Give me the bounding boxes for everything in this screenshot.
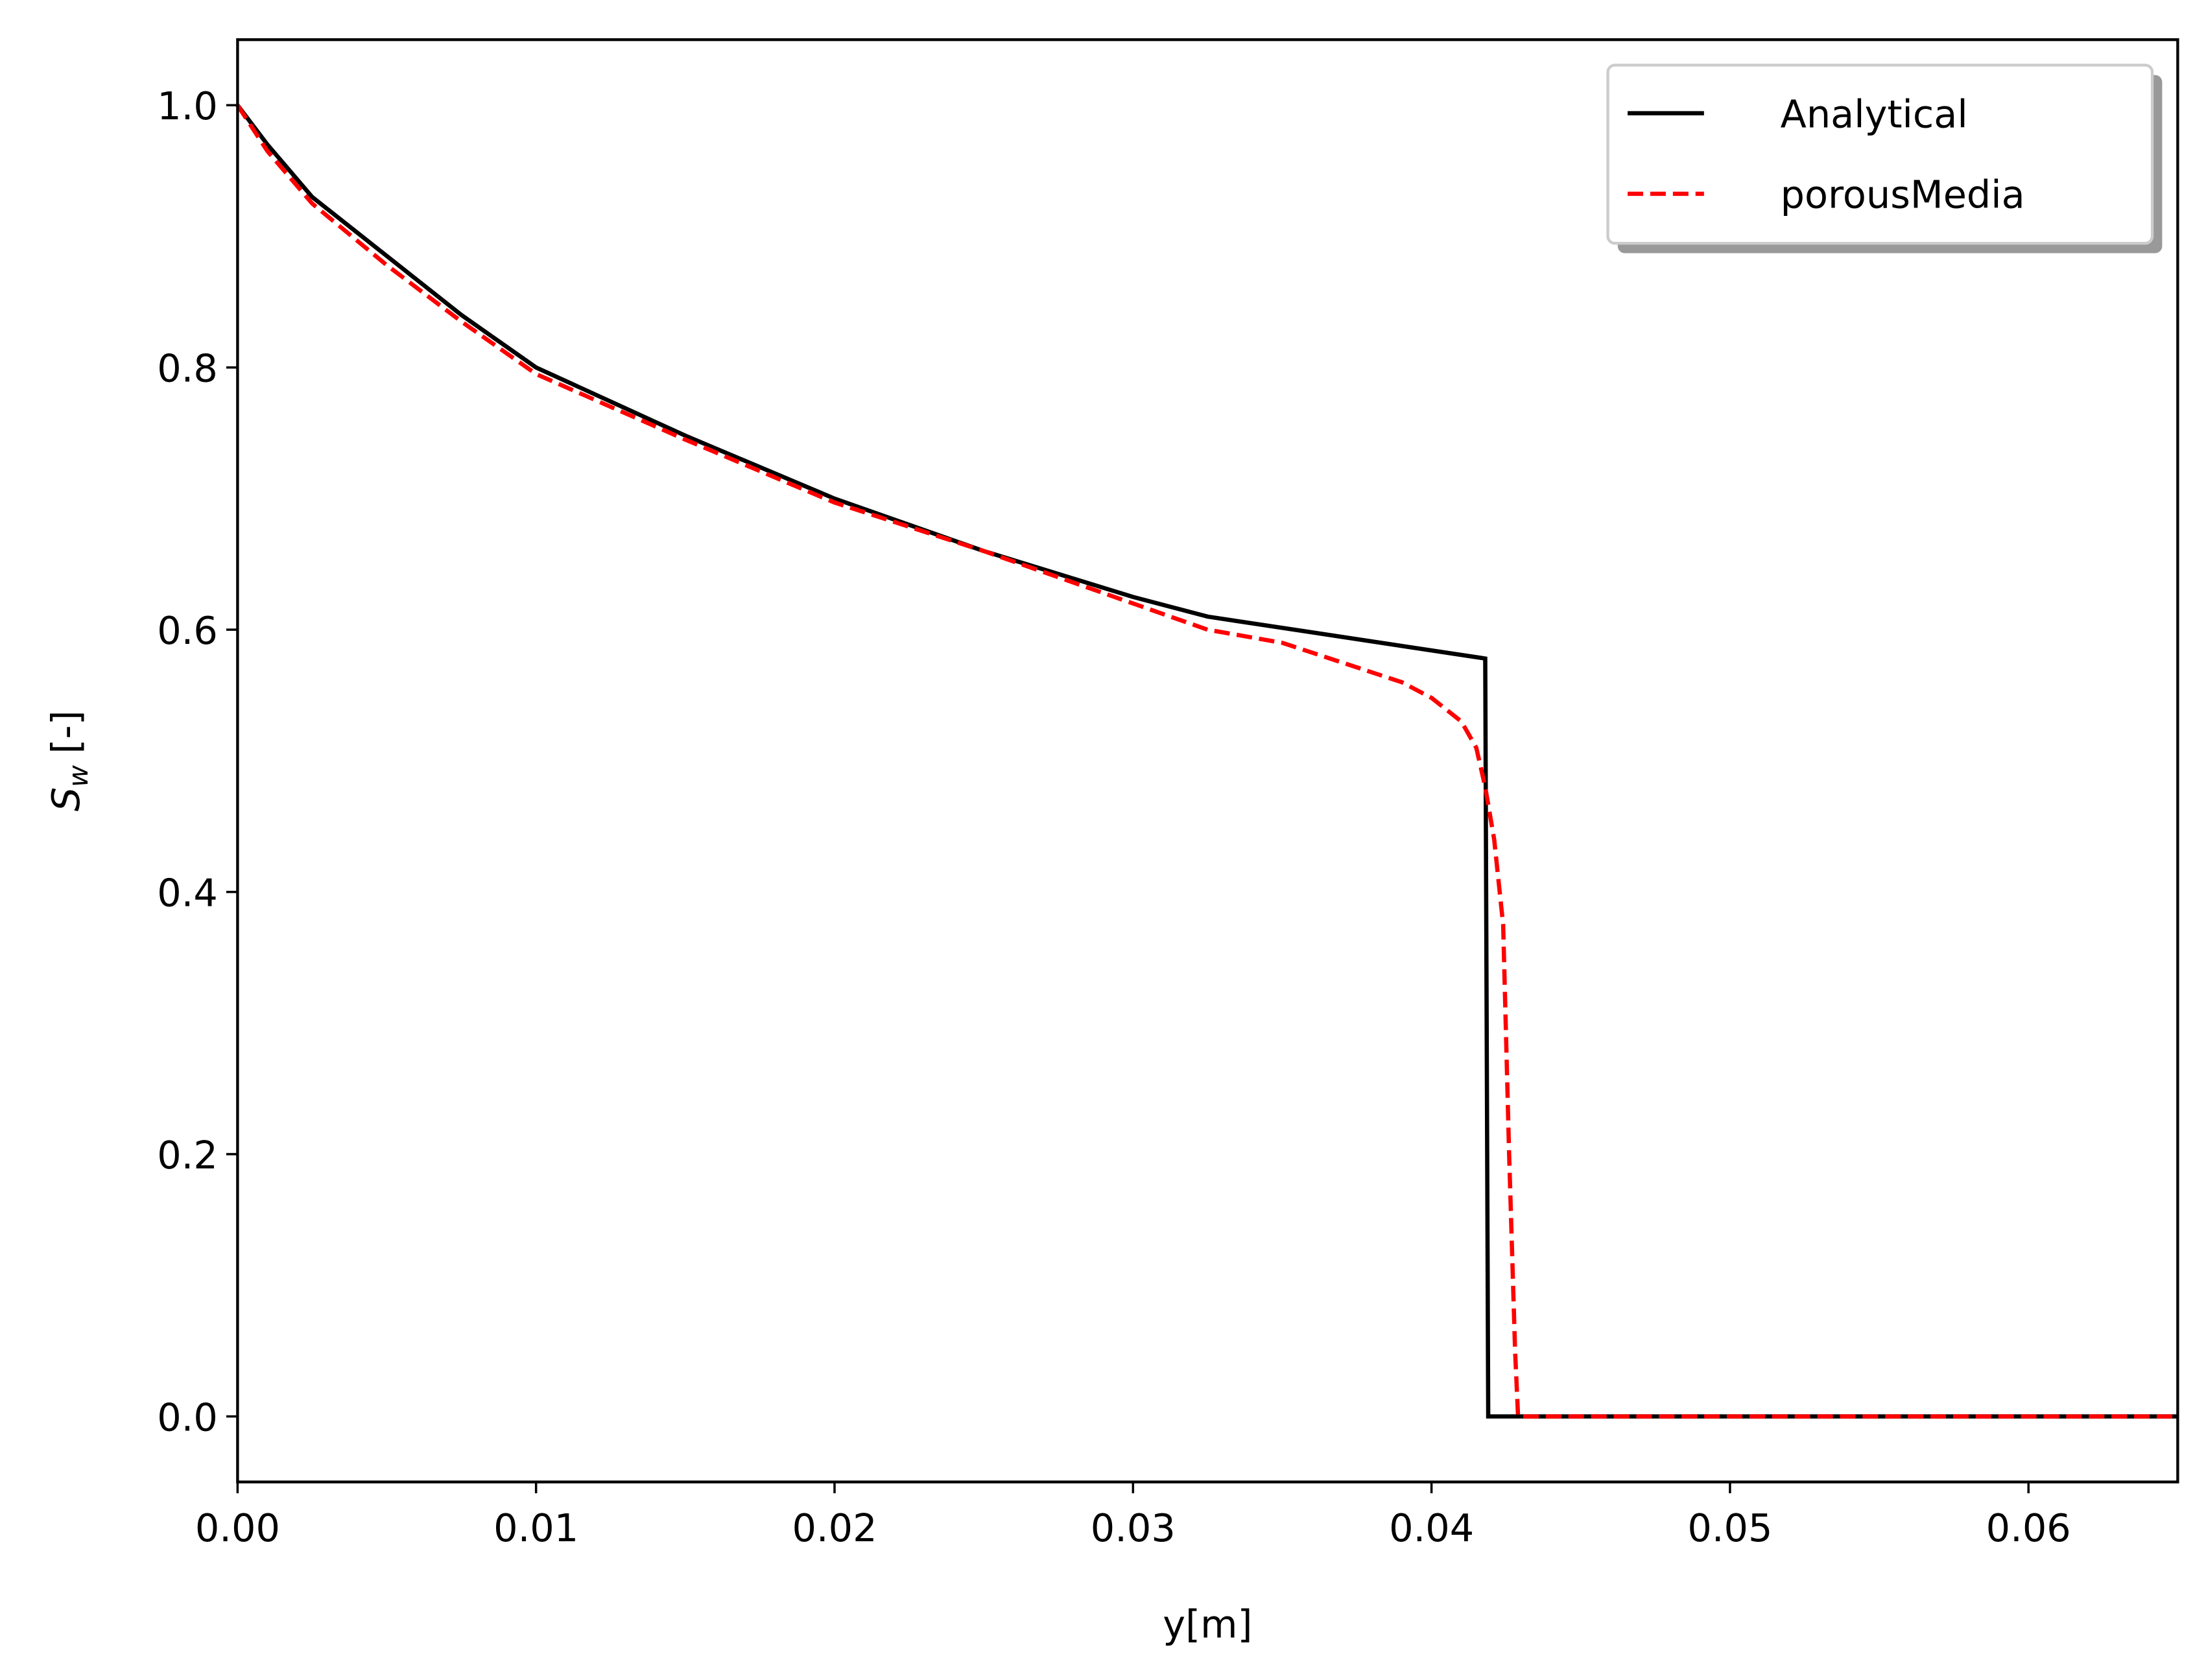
- y-tick-label: 0.8: [157, 346, 218, 391]
- series-line: [235, 104, 2178, 1419]
- x-tick-label: 0.02: [792, 1506, 877, 1550]
- x-tick-label: 0.00: [195, 1506, 280, 1550]
- x-tick-label: 0.04: [1389, 1506, 1474, 1550]
- y-tick-label: 0.0: [157, 1395, 218, 1439]
- x-axis-label: y[m]: [1163, 1602, 1252, 1646]
- x-tick-label: 0.05: [1687, 1506, 1772, 1550]
- y-label-symbol: S: [43, 787, 88, 811]
- x-tick-label: 0.01: [493, 1506, 578, 1550]
- series-line: [235, 104, 2178, 1419]
- legend-box: [1606, 64, 2154, 245]
- y-axis-label: Sw [-]: [43, 710, 94, 811]
- legend-label: Analytical: [1781, 91, 1968, 136]
- x-tick-label: 0.06: [1986, 1506, 2071, 1550]
- legend: Analytical porousMedia: [1606, 64, 2163, 254]
- y-tick-label: 1.0: [157, 84, 218, 128]
- y-tick-label: 0.6: [157, 608, 218, 653]
- y-tick-label: 0.4: [157, 870, 218, 915]
- axes-frame: [236, 38, 2179, 1484]
- plot-area: [235, 104, 2178, 1419]
- y-label-unit: [-]: [43, 710, 88, 753]
- y-tick-label: 0.2: [157, 1133, 218, 1177]
- y-label-subscript: w: [63, 765, 94, 787]
- x-tick-label: 0.03: [1091, 1506, 1176, 1550]
- legend-label: porousMedia: [1781, 172, 2025, 217]
